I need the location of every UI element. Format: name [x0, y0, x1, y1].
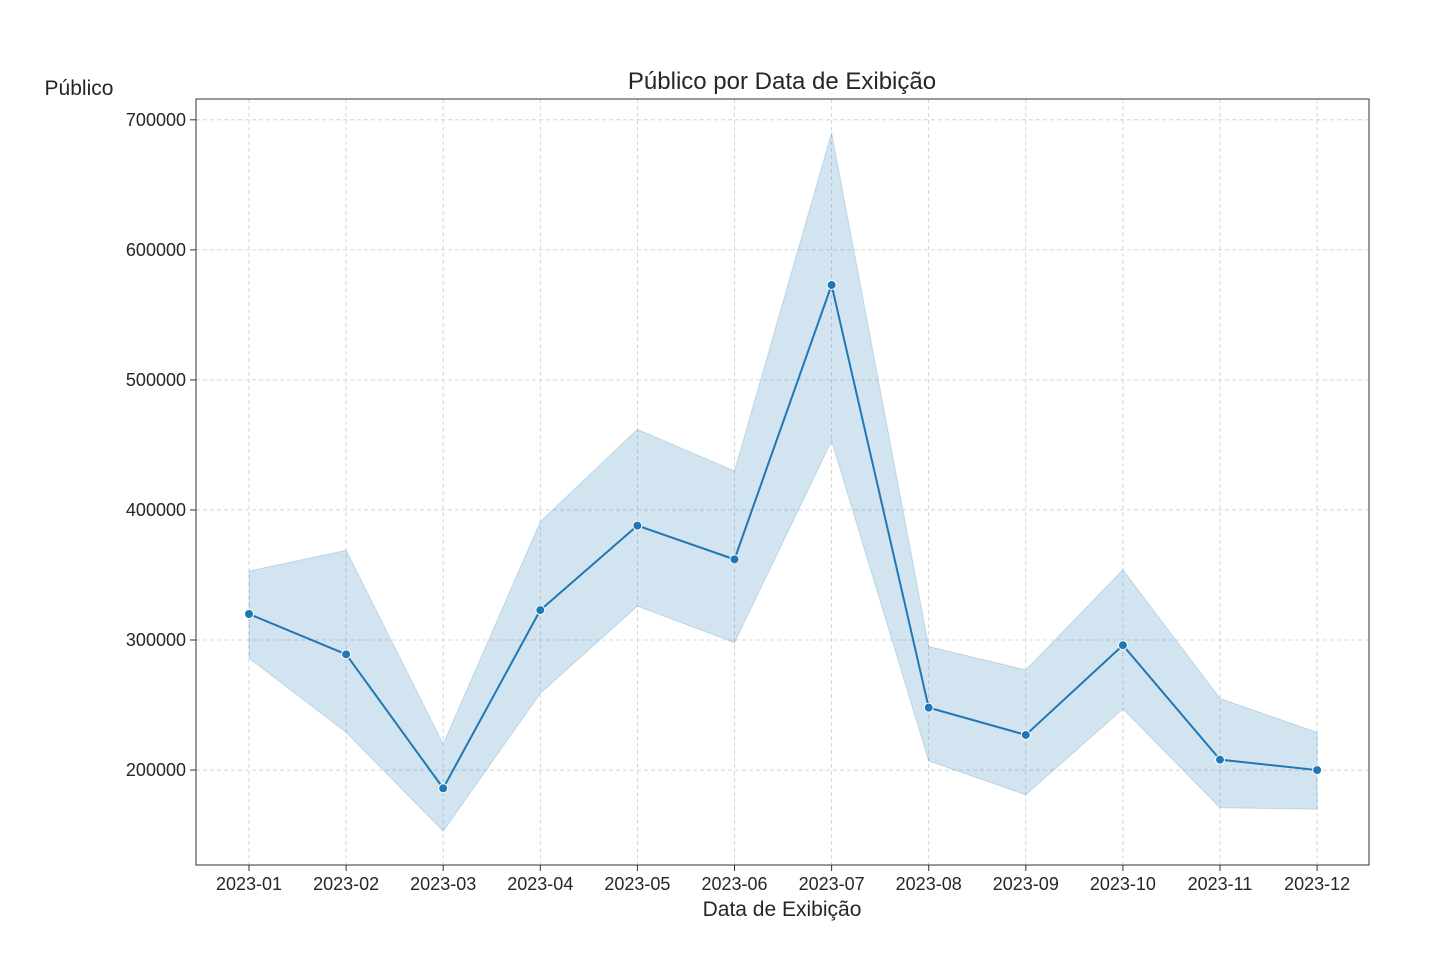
x-tick-label: 2023-09 [993, 874, 1059, 894]
grid-lines [196, 99, 1369, 865]
data-point [1020, 729, 1031, 740]
data-point [535, 605, 546, 616]
x-tick-label: 2023-05 [604, 874, 670, 894]
x-tick-label: 2023-11 [1188, 874, 1253, 894]
data-point [1117, 640, 1128, 651]
x-tick-label: 2023-08 [896, 874, 962, 894]
x-axis: 2023-01 2023-02 2023-03 2023-04 2023-05 2023-… [216, 865, 1350, 894]
series-group [244, 279, 1323, 794]
y-axis: 200000 300000 400000 500000 600000 700000 [126, 110, 196, 780]
x-tick-label: 2023-01 [216, 874, 282, 894]
y-tick-label: 200000 [126, 760, 186, 780]
x-tick-label: 2023-04 [507, 874, 573, 894]
chart-title: Público por Data de Exibição [628, 68, 936, 95]
y-tick-label: 500000 [126, 370, 186, 390]
y-tick-label: 700000 [126, 110, 186, 130]
data-point [923, 702, 934, 713]
x-tick-label: 2023-07 [799, 874, 865, 894]
y-axis-title: Público [45, 77, 114, 100]
x-tick-label: 2023-02 [313, 874, 379, 894]
data-point [438, 783, 449, 794]
data-point [1215, 754, 1225, 765]
data-point [244, 609, 254, 620]
data-point [729, 554, 740, 565]
x-axis-title: Data de Exibição [703, 898, 862, 921]
series-line [248, 283, 1318, 790]
x-tick-label: 2023-06 [701, 874, 767, 894]
x-tick-label: 2023-03 [410, 874, 476, 894]
x-tick-label: 2023-12 [1284, 874, 1350, 894]
data-point [826, 279, 837, 290]
data-point [341, 649, 352, 660]
y-tick-label: 400000 [126, 500, 186, 520]
data-point [632, 520, 643, 531]
y-tick-label: 600000 [126, 240, 186, 260]
data-point [1312, 765, 1323, 776]
plot-frame [195, 98, 1370, 866]
y-tick-label: 300000 [126, 630, 186, 650]
x-tick-label: 2023-10 [1090, 874, 1156, 894]
